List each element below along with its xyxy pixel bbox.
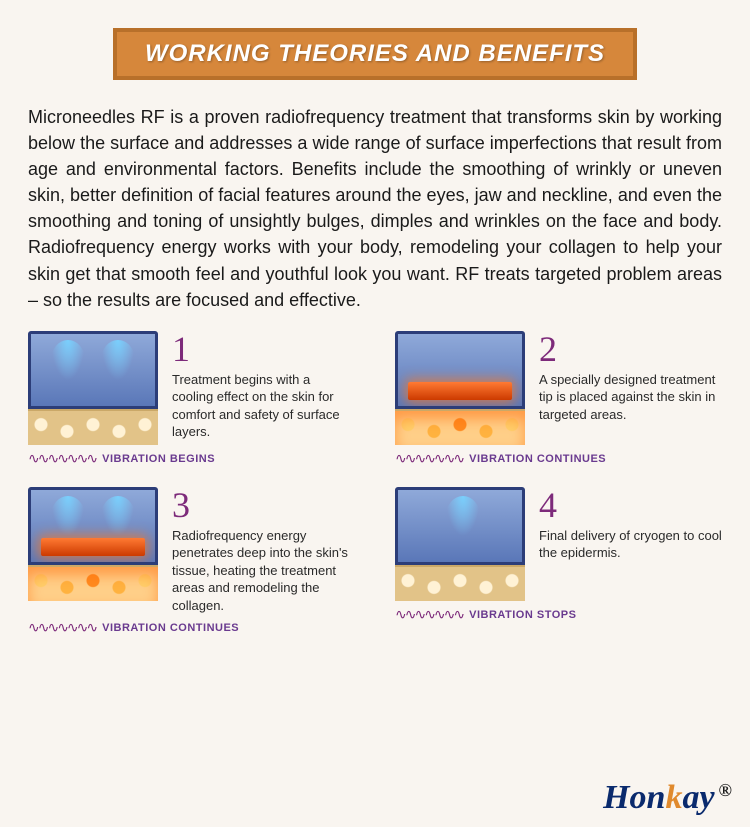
vibration-caption-row: ∿∿∿∿∿∿∿ VIBRATION BEGINS [28, 451, 355, 467]
vibration-caption-row: ∿∿∿∿∿∿∿ VIBRATION CONTINUES [28, 620, 355, 636]
treatment-diagram [395, 331, 525, 445]
brand-pre: Hon [603, 779, 665, 816]
step-top: 1 Treatment begins with a cooling effect … [28, 331, 355, 445]
tissue-layer-icon [395, 409, 525, 445]
steps-grid: 1 Treatment begins with a cooling effect … [0, 331, 750, 637]
step-text: 2 A specially designed treatment tip is p… [539, 331, 722, 424]
step-3: 3 Radiofrequency energy penetrates deep i… [28, 487, 355, 637]
tissue-layer-icon [28, 409, 158, 445]
wave-icon: ∿∿∿∿∿∿∿ [28, 451, 96, 467]
step-4: 4 Final delivery of cryogen to cool the e… [395, 487, 722, 637]
banner-container: WORKING THEORIES AND BENEFITS [0, 0, 750, 80]
step-2: 2 A specially designed treatment tip is p… [395, 331, 722, 467]
vibration-caption-row: ∿∿∿∿∿∿∿ VIBRATION CONTINUES [395, 451, 722, 467]
heat-plate-icon [408, 382, 512, 400]
wave-icon: ∿∿∿∿∿∿∿ [395, 451, 463, 467]
cryogen-spray-icon [51, 496, 85, 536]
intro-paragraph: Microneedles RF is a proven radiofrequen… [0, 80, 750, 331]
vibration-caption: VIBRATION CONTINUES [102, 622, 239, 634]
step-description: Radiofrequency energy penetrates deep in… [172, 527, 355, 615]
step-top: 2 A specially designed treatment tip is p… [395, 331, 722, 445]
step-number: 1 [172, 331, 355, 367]
wave-icon: ∿∿∿∿∿∿∿ [395, 607, 463, 623]
step-text: 1 Treatment begins with a cooling effect … [172, 331, 355, 441]
cryogen-spray-icon [51, 340, 85, 380]
treatment-diagram [28, 487, 158, 601]
heat-plate-icon [41, 538, 145, 556]
device-icon [395, 331, 525, 409]
vibration-caption: VIBRATION CONTINUES [469, 453, 606, 465]
wave-icon: ∿∿∿∿∿∿∿ [28, 620, 96, 636]
banner-title: WORKING THEORIES AND BENEFITS [113, 28, 637, 80]
cryogen-spray-icon [101, 496, 135, 536]
step-description: Treatment begins with a cooling effect o… [172, 371, 355, 441]
cryogen-spray-icon [101, 340, 135, 380]
vibration-caption: VIBRATION STOPS [469, 609, 576, 621]
device-icon [28, 487, 158, 565]
tissue-layer-icon [395, 565, 525, 601]
device-icon [395, 487, 525, 565]
vibration-caption-row: ∿∿∿∿∿∿∿ VIBRATION STOPS [395, 607, 722, 623]
step-top: 3 Radiofrequency energy penetrates deep i… [28, 487, 355, 615]
tissue-layer-icon [28, 565, 158, 601]
brand-mark: ® [719, 780, 732, 800]
brand-post: ay [682, 779, 714, 816]
device-icon [28, 331, 158, 409]
step-description: A specially designed treatment tip is pl… [539, 371, 722, 424]
step-number: 2 [539, 331, 722, 367]
step-number: 3 [172, 487, 355, 523]
treatment-diagram [28, 331, 158, 445]
step-top: 4 Final delivery of cryogen to cool the e… [395, 487, 722, 601]
brand-accent: k [665, 779, 682, 816]
step-description: Final delivery of cryogen to cool the ep… [539, 527, 722, 562]
cryogen-spray-icon [446, 496, 480, 536]
step-text: 4 Final delivery of cryogen to cool the e… [539, 487, 722, 562]
step-1: 1 Treatment begins with a cooling effect … [28, 331, 355, 467]
step-text: 3 Radiofrequency energy penetrates deep i… [172, 487, 355, 615]
treatment-diagram [395, 487, 525, 601]
vibration-caption: VIBRATION BEGINS [102, 453, 215, 465]
step-number: 4 [539, 487, 722, 523]
brand-logo: Honkay® [603, 779, 732, 817]
